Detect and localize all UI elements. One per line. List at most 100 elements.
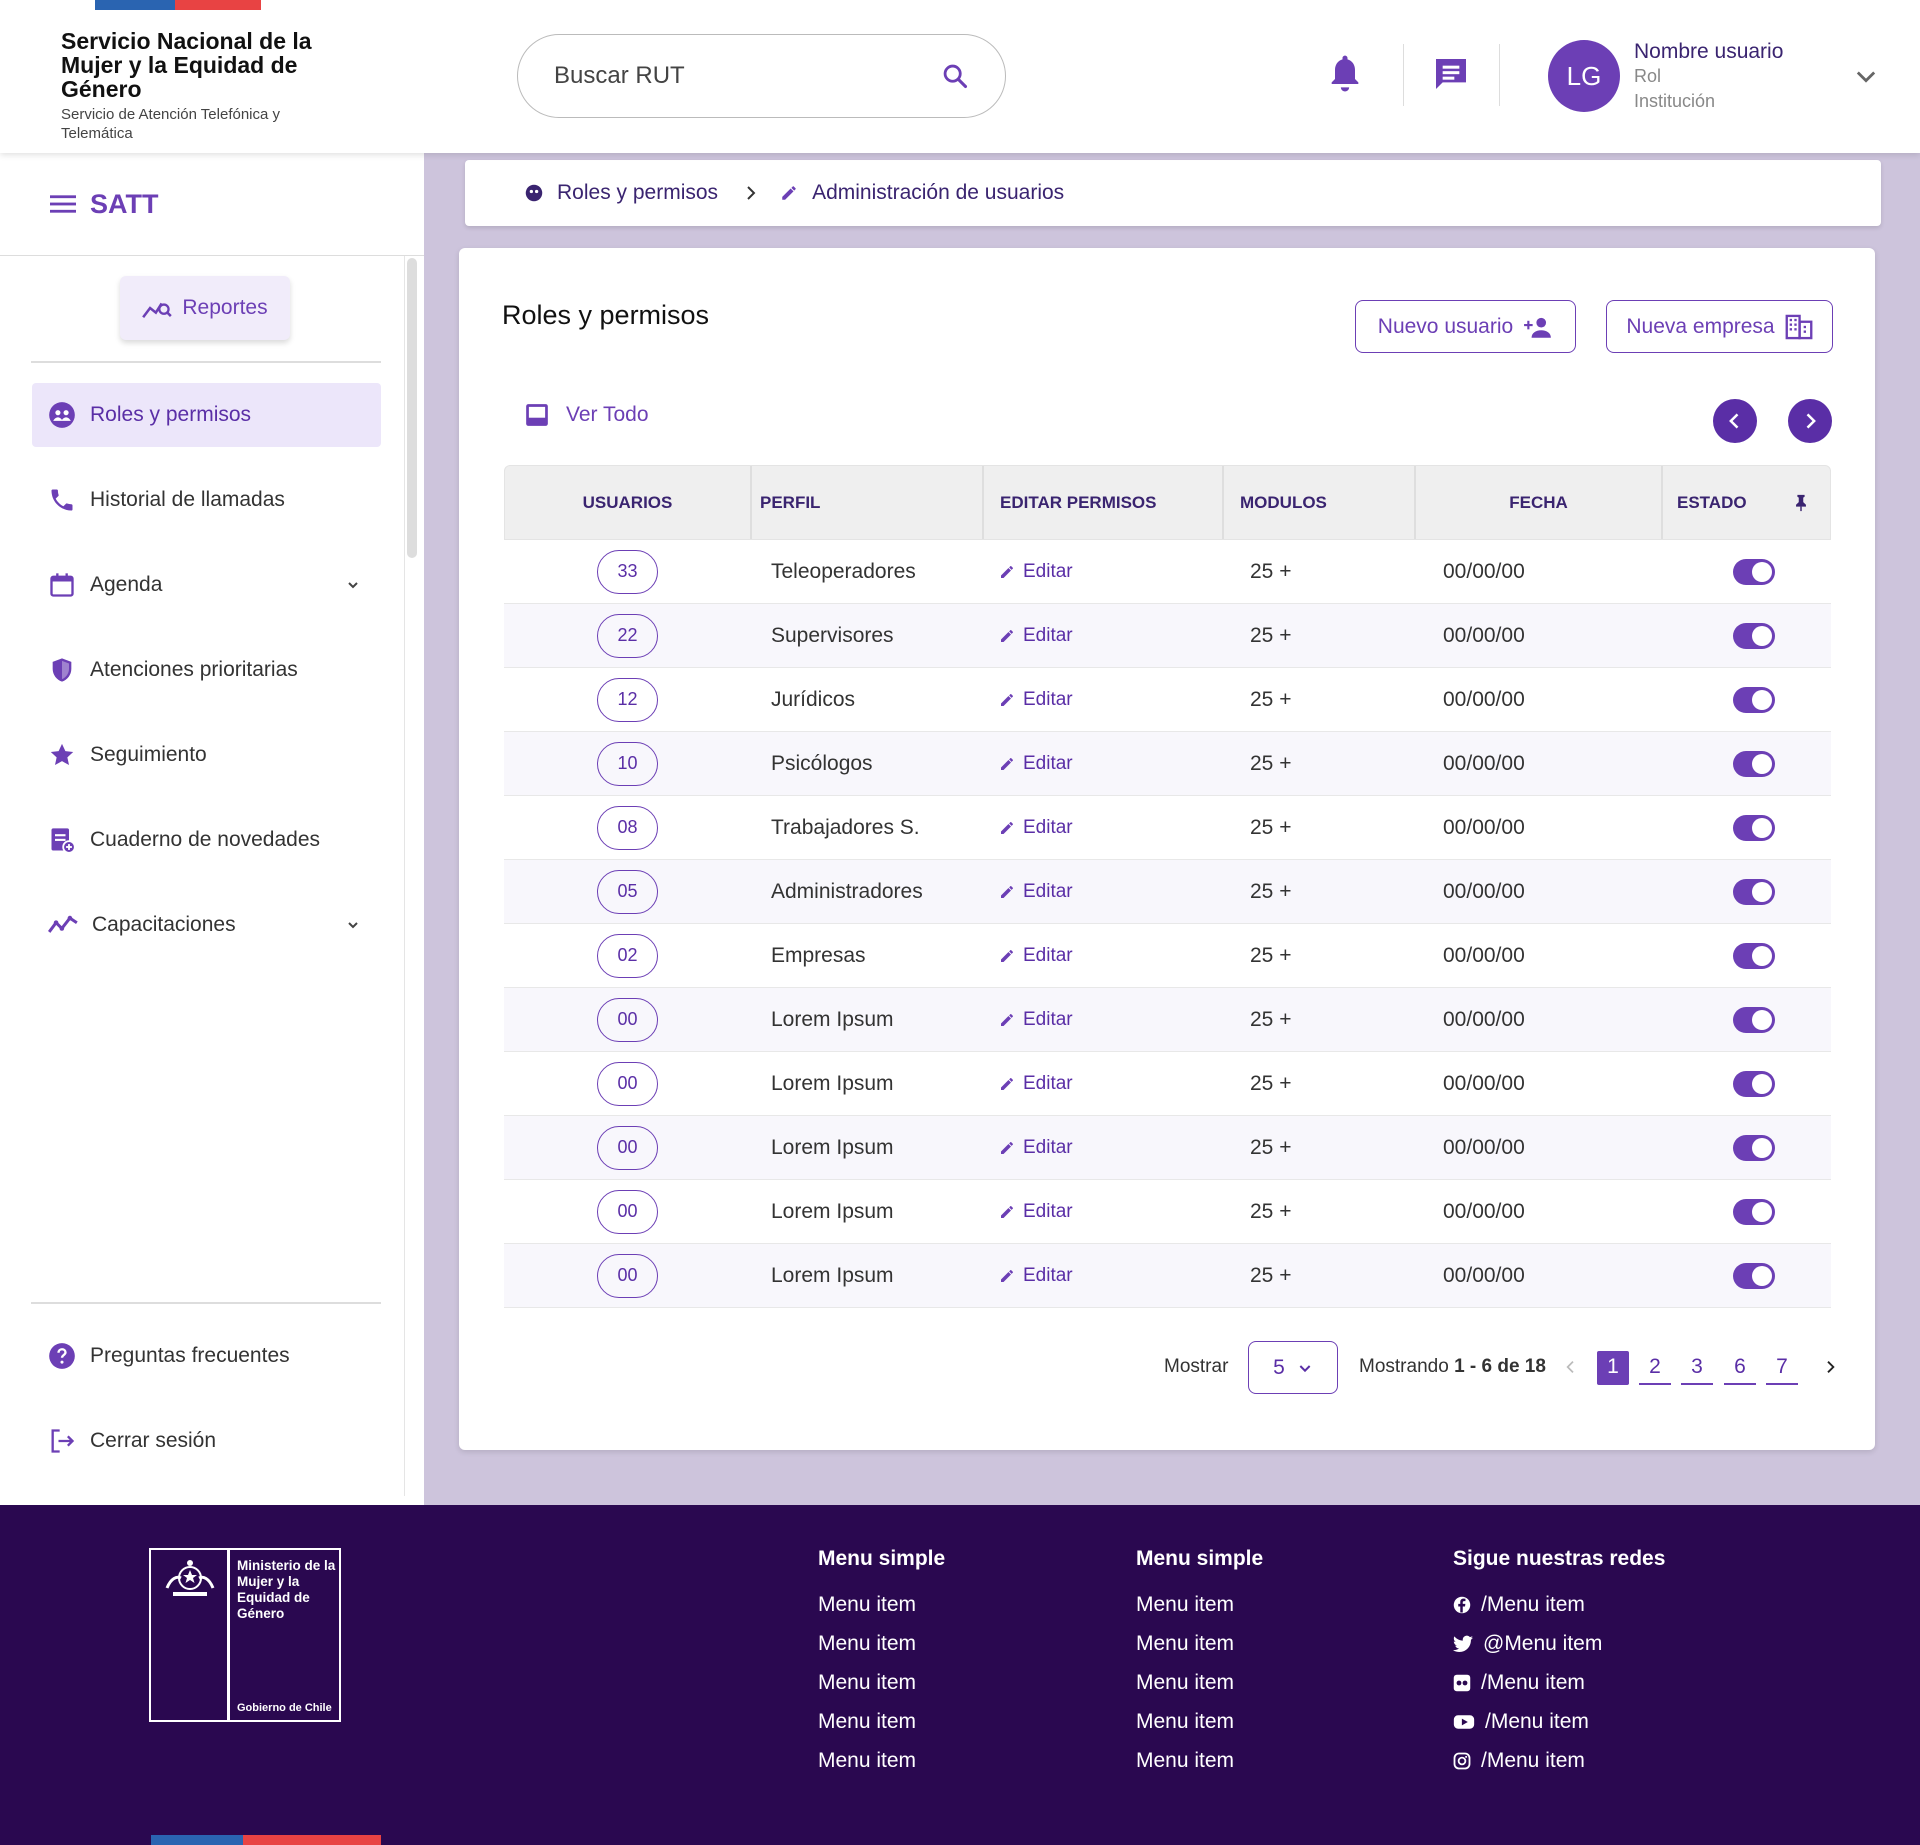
logout-link[interactable]: Cerrar sesión [32, 1409, 381, 1473]
chevron-down-icon[interactable] [1852, 62, 1880, 90]
page-number[interactable]: 7 [1766, 1351, 1798, 1385]
status-toggle[interactable] [1733, 558, 1775, 585]
column-header-status[interactable]: ESTADO [1663, 466, 1830, 539]
prev-button[interactable] [1713, 399, 1757, 443]
reports-button[interactable]: Reportes [120, 276, 290, 340]
sidebar-item-call-history[interactable]: Historial de llamadas [32, 468, 381, 532]
new-user-button[interactable]: Nuevo usuario [1355, 300, 1576, 353]
org-logo[interactable]: Servicio Nacional de la Mujer y la Equid… [61, 29, 331, 143]
edit-permissions-button[interactable]: Editar [999, 1265, 1073, 1287]
scrollbar-thumb[interactable] [407, 258, 417, 558]
next-button[interactable] [1788, 399, 1832, 443]
users-count-badge[interactable]: 00 [597, 997, 658, 1042]
page-number[interactable]: 1 [1597, 1351, 1629, 1385]
social-link-youtube[interactable]: /Menu item [1453, 1702, 1665, 1741]
users-count-badge[interactable]: 02 [597, 933, 658, 978]
edit-permissions-button[interactable]: Editar [999, 561, 1073, 583]
cell-modules: 25 + [1250, 815, 1292, 839]
edit-permissions-button[interactable]: Editar [999, 753, 1073, 775]
users-count-badge[interactable]: 33 [597, 549, 658, 594]
users-count-badge[interactable]: 00 [597, 1253, 658, 1298]
sidebar-item-roles[interactable]: Roles y permisos [32, 383, 381, 447]
chevron-down-icon[interactable] [345, 917, 361, 933]
search-icon[interactable] [941, 62, 969, 90]
footer-link[interactable]: Menu item [1136, 1748, 1235, 1772]
bell-icon[interactable] [1323, 52, 1367, 96]
menu-icon[interactable] [50, 193, 76, 215]
edit-label: Editar [1023, 624, 1073, 646]
chevron-right-icon[interactable] [1822, 1356, 1838, 1378]
status-toggle[interactable] [1733, 1134, 1775, 1161]
status-toggle[interactable] [1733, 878, 1775, 905]
footer-link[interactable]: Menu item [818, 1592, 917, 1616]
sidebar-item-notebook[interactable]: Cuaderno de novedades [32, 808, 381, 872]
users-count-badge[interactable]: 10 [597, 741, 658, 786]
footer-link[interactable]: Menu item [818, 1709, 917, 1733]
search-input[interactable] [554, 62, 941, 90]
edit-permissions-button[interactable]: Editar [999, 1009, 1073, 1031]
edit-permissions-button[interactable]: Editar [999, 1201, 1073, 1223]
status-toggle[interactable] [1733, 1070, 1775, 1097]
sidebar-item-agenda[interactable]: Agenda [32, 553, 381, 617]
social-link-twitter[interactable]: @Menu item [1453, 1624, 1665, 1663]
new-company-button[interactable]: Nueva empresa [1606, 300, 1833, 353]
status-toggle[interactable] [1733, 814, 1775, 841]
footer-link[interactable]: Menu item [818, 1670, 917, 1694]
users-count-badge[interactable]: 00 [597, 1189, 658, 1234]
chat-icon[interactable] [1429, 52, 1473, 96]
breadcrumb-root[interactable]: Roles y permisos [557, 181, 719, 204]
social-link-instagram[interactable]: /Menu item [1453, 1741, 1665, 1780]
chevron-left-icon[interactable] [1563, 1356, 1579, 1378]
users-count-badge[interactable]: 12 [597, 677, 658, 722]
footer-link[interactable]: Menu item [818, 1748, 917, 1772]
status-toggle[interactable] [1733, 1198, 1775, 1225]
status-toggle[interactable] [1733, 1262, 1775, 1289]
ministry-logo[interactable]: Ministerio de la Mujer y la Equidad de G… [149, 1548, 341, 1722]
pencil-icon [999, 820, 1015, 836]
users-count-badge[interactable]: 05 [597, 869, 658, 914]
edit-permissions-button[interactable]: Editar [999, 945, 1073, 967]
footer-link[interactable]: Menu item [1136, 1709, 1235, 1733]
edit-permissions-button[interactable]: Editar [999, 625, 1073, 647]
users-count-badge[interactable]: 08 [597, 805, 658, 850]
edit-permissions-button[interactable]: Editar [999, 881, 1073, 903]
user-info[interactable]: Nombre usuario Rol Institución [1634, 40, 1783, 114]
users-count-badge[interactable]: 22 [597, 613, 658, 658]
sidebar-item-training[interactable]: Capacitaciones [32, 893, 381, 957]
status-toggle[interactable] [1733, 750, 1775, 777]
footer-link[interactable]: Menu item [1136, 1592, 1235, 1616]
column-header-edit-permissions[interactable]: EDITAR PERMISOS [984, 466, 1224, 539]
social-link-facebook[interactable]: /Menu item [1453, 1585, 1665, 1624]
page-number[interactable]: 2 [1639, 1351, 1671, 1385]
edit-permissions-button[interactable]: Editar [999, 817, 1073, 839]
sidebar-item-follow-up[interactable]: Seguimiento [32, 723, 381, 787]
footer-link[interactable]: Menu item [818, 1631, 917, 1655]
pin-icon[interactable] [1794, 494, 1808, 512]
users-count-badge[interactable]: 00 [597, 1061, 658, 1106]
edit-permissions-button[interactable]: Editar [999, 1137, 1073, 1159]
avatar[interactable]: LG [1548, 40, 1620, 112]
status-toggle[interactable] [1733, 622, 1775, 649]
footer-link[interactable]: Menu item [1136, 1631, 1235, 1655]
status-toggle[interactable] [1733, 686, 1775, 713]
status-toggle[interactable] [1733, 942, 1775, 969]
column-header-modules[interactable]: MODULOS [1224, 466, 1416, 539]
column-header-users[interactable]: USUARIOS [505, 466, 752, 539]
status-toggle[interactable] [1733, 1006, 1775, 1033]
page-number[interactable]: 3 [1681, 1351, 1713, 1385]
view-all-link[interactable]: Ver Todo [524, 402, 649, 428]
social-link-flickr[interactable]: /Menu item [1453, 1663, 1665, 1702]
column-header-date[interactable]: FECHA [1416, 466, 1663, 539]
chevron-down-icon[interactable] [345, 577, 361, 593]
sidebar-item-priority[interactable]: Atenciones prioritarias [32, 638, 381, 702]
edit-permissions-button[interactable]: Editar [999, 689, 1073, 711]
edit-permissions-button[interactable]: Editar [999, 1073, 1073, 1095]
footer-link[interactable]: Menu item [1136, 1670, 1235, 1694]
faq-link[interactable]: Preguntas frecuentes [32, 1324, 381, 1388]
edit-label: Editar [1023, 1136, 1073, 1158]
page-number[interactable]: 6 [1724, 1351, 1756, 1385]
column-header-profile[interactable]: PERFIL [752, 466, 984, 539]
cell-edit: Editar [983, 988, 1223, 1051]
page-size-select[interactable]: 5 [1248, 1341, 1338, 1394]
users-count-badge[interactable]: 00 [597, 1125, 658, 1170]
